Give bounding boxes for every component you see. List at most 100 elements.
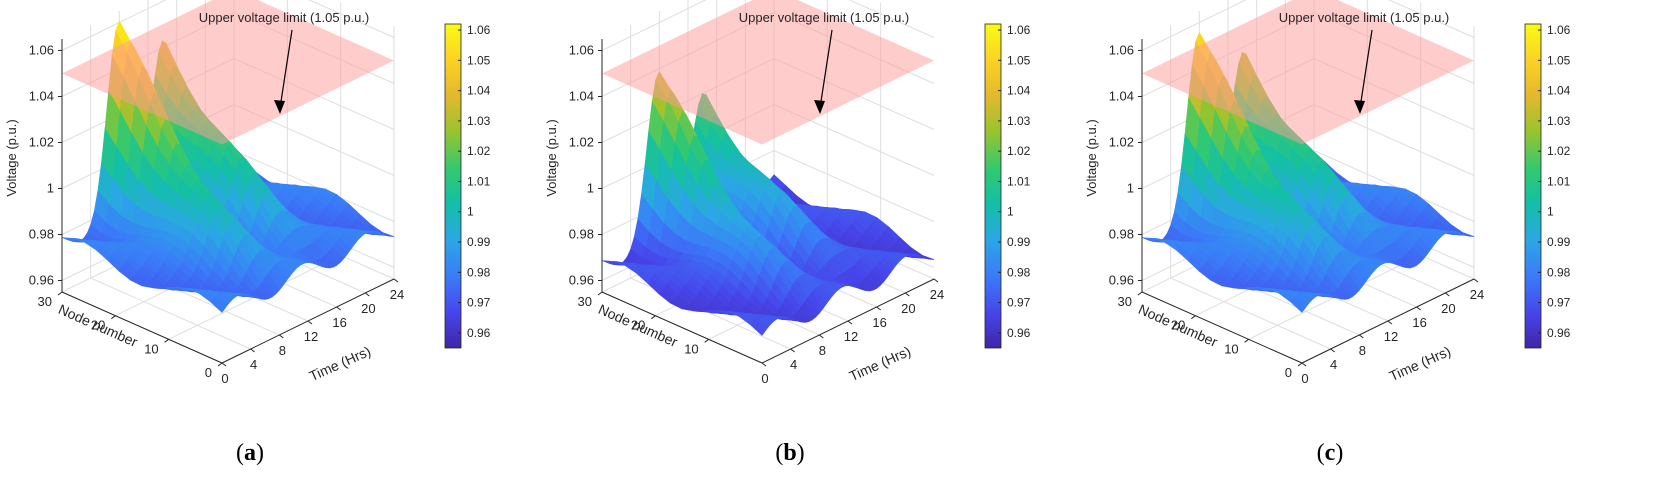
colorbar-tick-label: 1.03: [1007, 114, 1031, 128]
colorbar-gradient: [1524, 23, 1542, 349]
limit-annotation: Upper voltage limit (1.05 p.u.): [1279, 10, 1450, 25]
colorbar-tick-label: 1.04: [1547, 84, 1571, 98]
y-tick-label: 10: [1224, 341, 1238, 356]
x-tick-label: 4: [1330, 357, 1337, 372]
colorbar-tick-label: 1.02: [467, 144, 491, 158]
colorbar: 0.96 0.97 0.98 0.99 1 1.01 1.02 1.03 1.04 1.05 1.0…: [984, 23, 1031, 349]
y-tick-label: 0: [1285, 365, 1292, 380]
x-tick-mark: [1445, 292, 1450, 297]
x-tick-label: 16: [872, 315, 886, 330]
y-tick-label: 30: [1118, 294, 1132, 309]
z-axis-label: Voltage (p.u.): [4, 119, 19, 196]
colorbar-tick-label: 1.05: [1007, 53, 1031, 67]
z-tick-label: 0.96: [569, 273, 594, 288]
panel-b: 0 4 8 12 16 20 24 10 20 30 0.96 0.98 1 1.02 1.04 1.06 Ti…: [540, 0, 1095, 502]
panel-c: 0 4 8 12 16 20 24 0 10 20 30 0.96 0.98 1 1.02 1.04 1.06 T…: [1080, 0, 1635, 502]
surface-cell: [210, 297, 226, 313]
z-tick-label: 1.06: [1109, 43, 1134, 58]
x-axis-label: Time (Hrs): [847, 343, 913, 384]
colorbar-tick-label: 1.04: [1007, 84, 1031, 98]
caption-close: ): [797, 440, 805, 466]
caption-close: ): [256, 440, 264, 466]
y-tick-mark: [597, 291, 603, 296]
x-tick-mark: [905, 292, 910, 297]
floor-grid-x: [1170, 277, 1331, 350]
caption-close: ): [1335, 440, 1343, 466]
y-axis-line: [1141, 291, 1303, 364]
x-tick-mark: [819, 334, 824, 339]
z-tick-label: 1.04: [29, 89, 54, 104]
colorbar-tick-label: 1: [1547, 205, 1554, 219]
x-tick-label: 20: [901, 301, 915, 316]
z-tick-label: 1.04: [1109, 89, 1134, 104]
limit-plane: [602, 0, 934, 145]
y-tick-label: 20: [631, 318, 645, 333]
z-tick-label: 1.02: [29, 135, 54, 150]
y-tick-mark: [1244, 338, 1249, 343]
x-tick-mark: [1359, 334, 1364, 339]
caption-letter: b: [783, 440, 796, 466]
annotation-arrowhead: [814, 100, 825, 114]
x-tick-mark: [933, 278, 939, 283]
z-tick-label: 1: [587, 181, 594, 196]
x-tick-mark: [307, 320, 313, 325]
surface-cell: [750, 320, 766, 336]
colorbar-tick-label: 0.97: [1547, 296, 1571, 310]
limit-annotation: Upper voltage limit (1.05 p.u.): [739, 10, 910, 25]
z-tick-label: 0.96: [1109, 273, 1134, 288]
annotation-arrowhead: [274, 100, 285, 114]
limit-annotation: Upper voltage limit (1.05 p.u.): [199, 10, 370, 25]
panel-caption: (c): [1317, 440, 1344, 466]
y-tick-mark: [1137, 291, 1143, 296]
colorbar-tick-label: 1.05: [467, 53, 491, 67]
z-tick-label: 1.02: [1109, 135, 1134, 150]
y-tick-label: 0: [205, 365, 212, 380]
x-tick-label: 0: [761, 371, 768, 386]
x-tick-label: 16: [1412, 315, 1426, 330]
panel-caption: (b): [775, 440, 804, 466]
colorbar-tick-label: 1.03: [467, 114, 491, 128]
colorbar-tick-label: 1.05: [1547, 53, 1571, 67]
chart-b: 0 4 8 12 16 20 24 10 20 30 0.96 0.98 1 1.02 1.04 1.06 Ti…: [544, 0, 1031, 466]
x-tick-label: 20: [361, 301, 375, 316]
colorbar-tick-label: 1.04: [467, 84, 491, 98]
z-tick-label: 1.06: [569, 43, 594, 58]
x-tick-mark: [876, 306, 881, 311]
colorbar-tick-label: 1.01: [1007, 174, 1031, 188]
x-tick-label: 4: [790, 357, 797, 372]
x-tick-label: 16: [332, 315, 346, 330]
colorbar-tick-label: 0.98: [1007, 265, 1031, 279]
colorbar-gradient: [984, 23, 1002, 349]
x-tick-label: 24: [1470, 287, 1484, 302]
caption-letter: a: [244, 440, 256, 466]
x-tick-mark: [1416, 306, 1421, 311]
x-axis-label: Time (Hrs): [1387, 343, 1453, 384]
colorbar-tick-label: 1.06: [1007, 23, 1031, 37]
x-tick-mark: [1387, 320, 1393, 325]
x-tick-mark: [250, 348, 255, 353]
annotation-arrow: [279, 29, 293, 109]
y-axis-line: [61, 291, 223, 364]
y-tick-mark: [164, 338, 169, 343]
y-tick-mark: [217, 362, 223, 367]
colorbar-tick-label: 1.02: [1547, 144, 1571, 158]
z-tick-label: 1.04: [569, 89, 594, 104]
x-tick-mark: [221, 362, 227, 367]
x-tick-label: 20: [1441, 301, 1455, 316]
annotation-arrow: [819, 29, 833, 109]
tick-labels: 0 4 8 12 16 20 24 10 20 30 0.96 0.98 1 1.02 1.04 1.06: [569, 43, 945, 387]
x-tick-label: 12: [1384, 329, 1398, 344]
x-tick-label: 0: [221, 371, 228, 386]
x-tick-label: 24: [930, 287, 944, 302]
y-tick-mark: [704, 338, 709, 343]
z-tick-label: 0.98: [29, 227, 54, 242]
surface-cell: [1290, 297, 1306, 313]
caption-open: (: [775, 440, 783, 466]
y-tick-label: 10: [684, 341, 698, 356]
y-axis-line: [601, 291, 763, 364]
x-tick-label: 24: [390, 287, 404, 302]
x-tick-label: 0: [1301, 371, 1308, 386]
colorbar-tick-label: 0.99: [467, 235, 491, 249]
panel-a: 0 4 8 12 16 20 24 0 10 20 30 0.96 0.98 1 1.02 1.04 1.06 T…: [0, 0, 555, 502]
